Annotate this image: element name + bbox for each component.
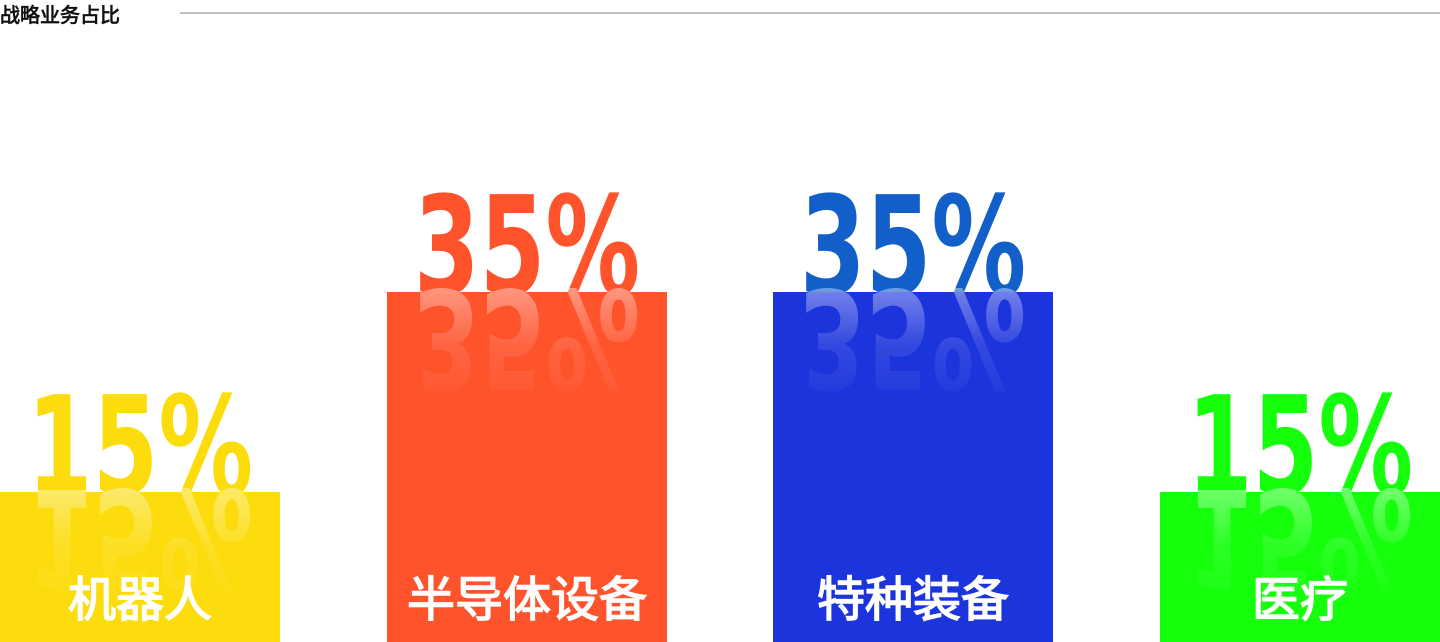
category-label: 医疗 bbox=[1252, 572, 1348, 628]
value-label-reflection: 35% bbox=[414, 257, 640, 416]
bar bbox=[773, 292, 1053, 642]
chart-title: 战略业务占比 bbox=[0, 3, 120, 27]
value-label-reflection: 15% bbox=[27, 457, 253, 616]
category-label: 机器人 bbox=[68, 572, 212, 628]
value-label-reflection: 35% bbox=[800, 257, 1026, 416]
bar bbox=[1160, 492, 1440, 642]
value-label-reflection-group: 35% bbox=[414, 257, 640, 416]
value-label-reflection-group: 15% bbox=[1187, 457, 1413, 616]
category-label: 半导体设备 bbox=[407, 572, 648, 628]
bar bbox=[0, 492, 280, 642]
value-label-reflection-group: 35% bbox=[800, 257, 1026, 416]
bar bbox=[387, 292, 667, 642]
category-label: 特种装备 bbox=[817, 572, 1010, 628]
value-label-reflection-group: 15% bbox=[27, 457, 253, 616]
value-label-reflection: 15% bbox=[1187, 457, 1413, 616]
